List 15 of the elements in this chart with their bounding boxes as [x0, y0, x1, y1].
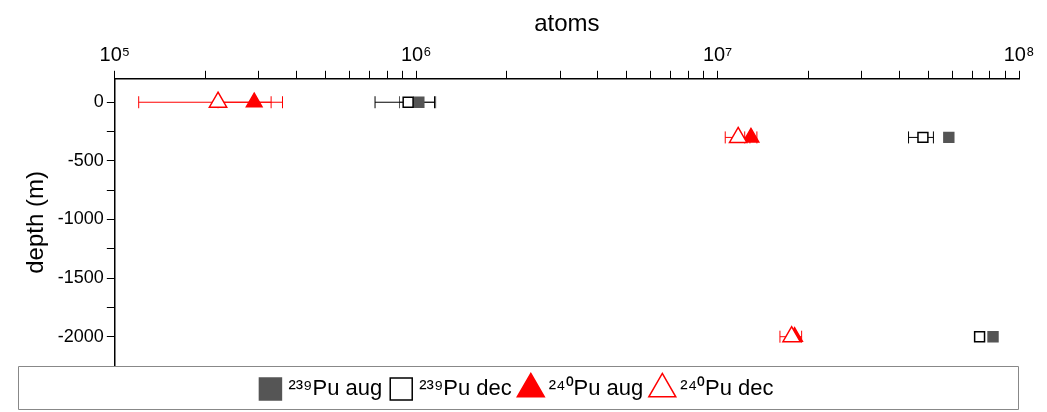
y-tick-label: -500: [67, 149, 104, 170]
x-tick-label: 10⁵: [99, 43, 131, 66]
x-tick-label: 10⁷: [702, 43, 733, 66]
legend-label: ²⁴⁰Pu dec: [680, 375, 774, 401]
y-tick-label: -2000: [57, 325, 104, 346]
legend-label: ²³⁹Pu dec: [419, 375, 512, 401]
x-tick-label: 10⁶: [400, 43, 432, 66]
x-tick-label: 10⁸: [1003, 43, 1035, 66]
y-tick-label: -1000: [57, 208, 104, 229]
legend-label: ²³⁹Pu aug: [288, 375, 383, 401]
y-tick-label: 0: [93, 91, 104, 112]
y-tick-label: -1500: [57, 267, 104, 288]
legend-label: ²⁴⁰Pu aug: [548, 375, 644, 401]
x-axis-title: atoms: [534, 9, 600, 37]
y-axis-title: depth (m): [21, 171, 49, 274]
